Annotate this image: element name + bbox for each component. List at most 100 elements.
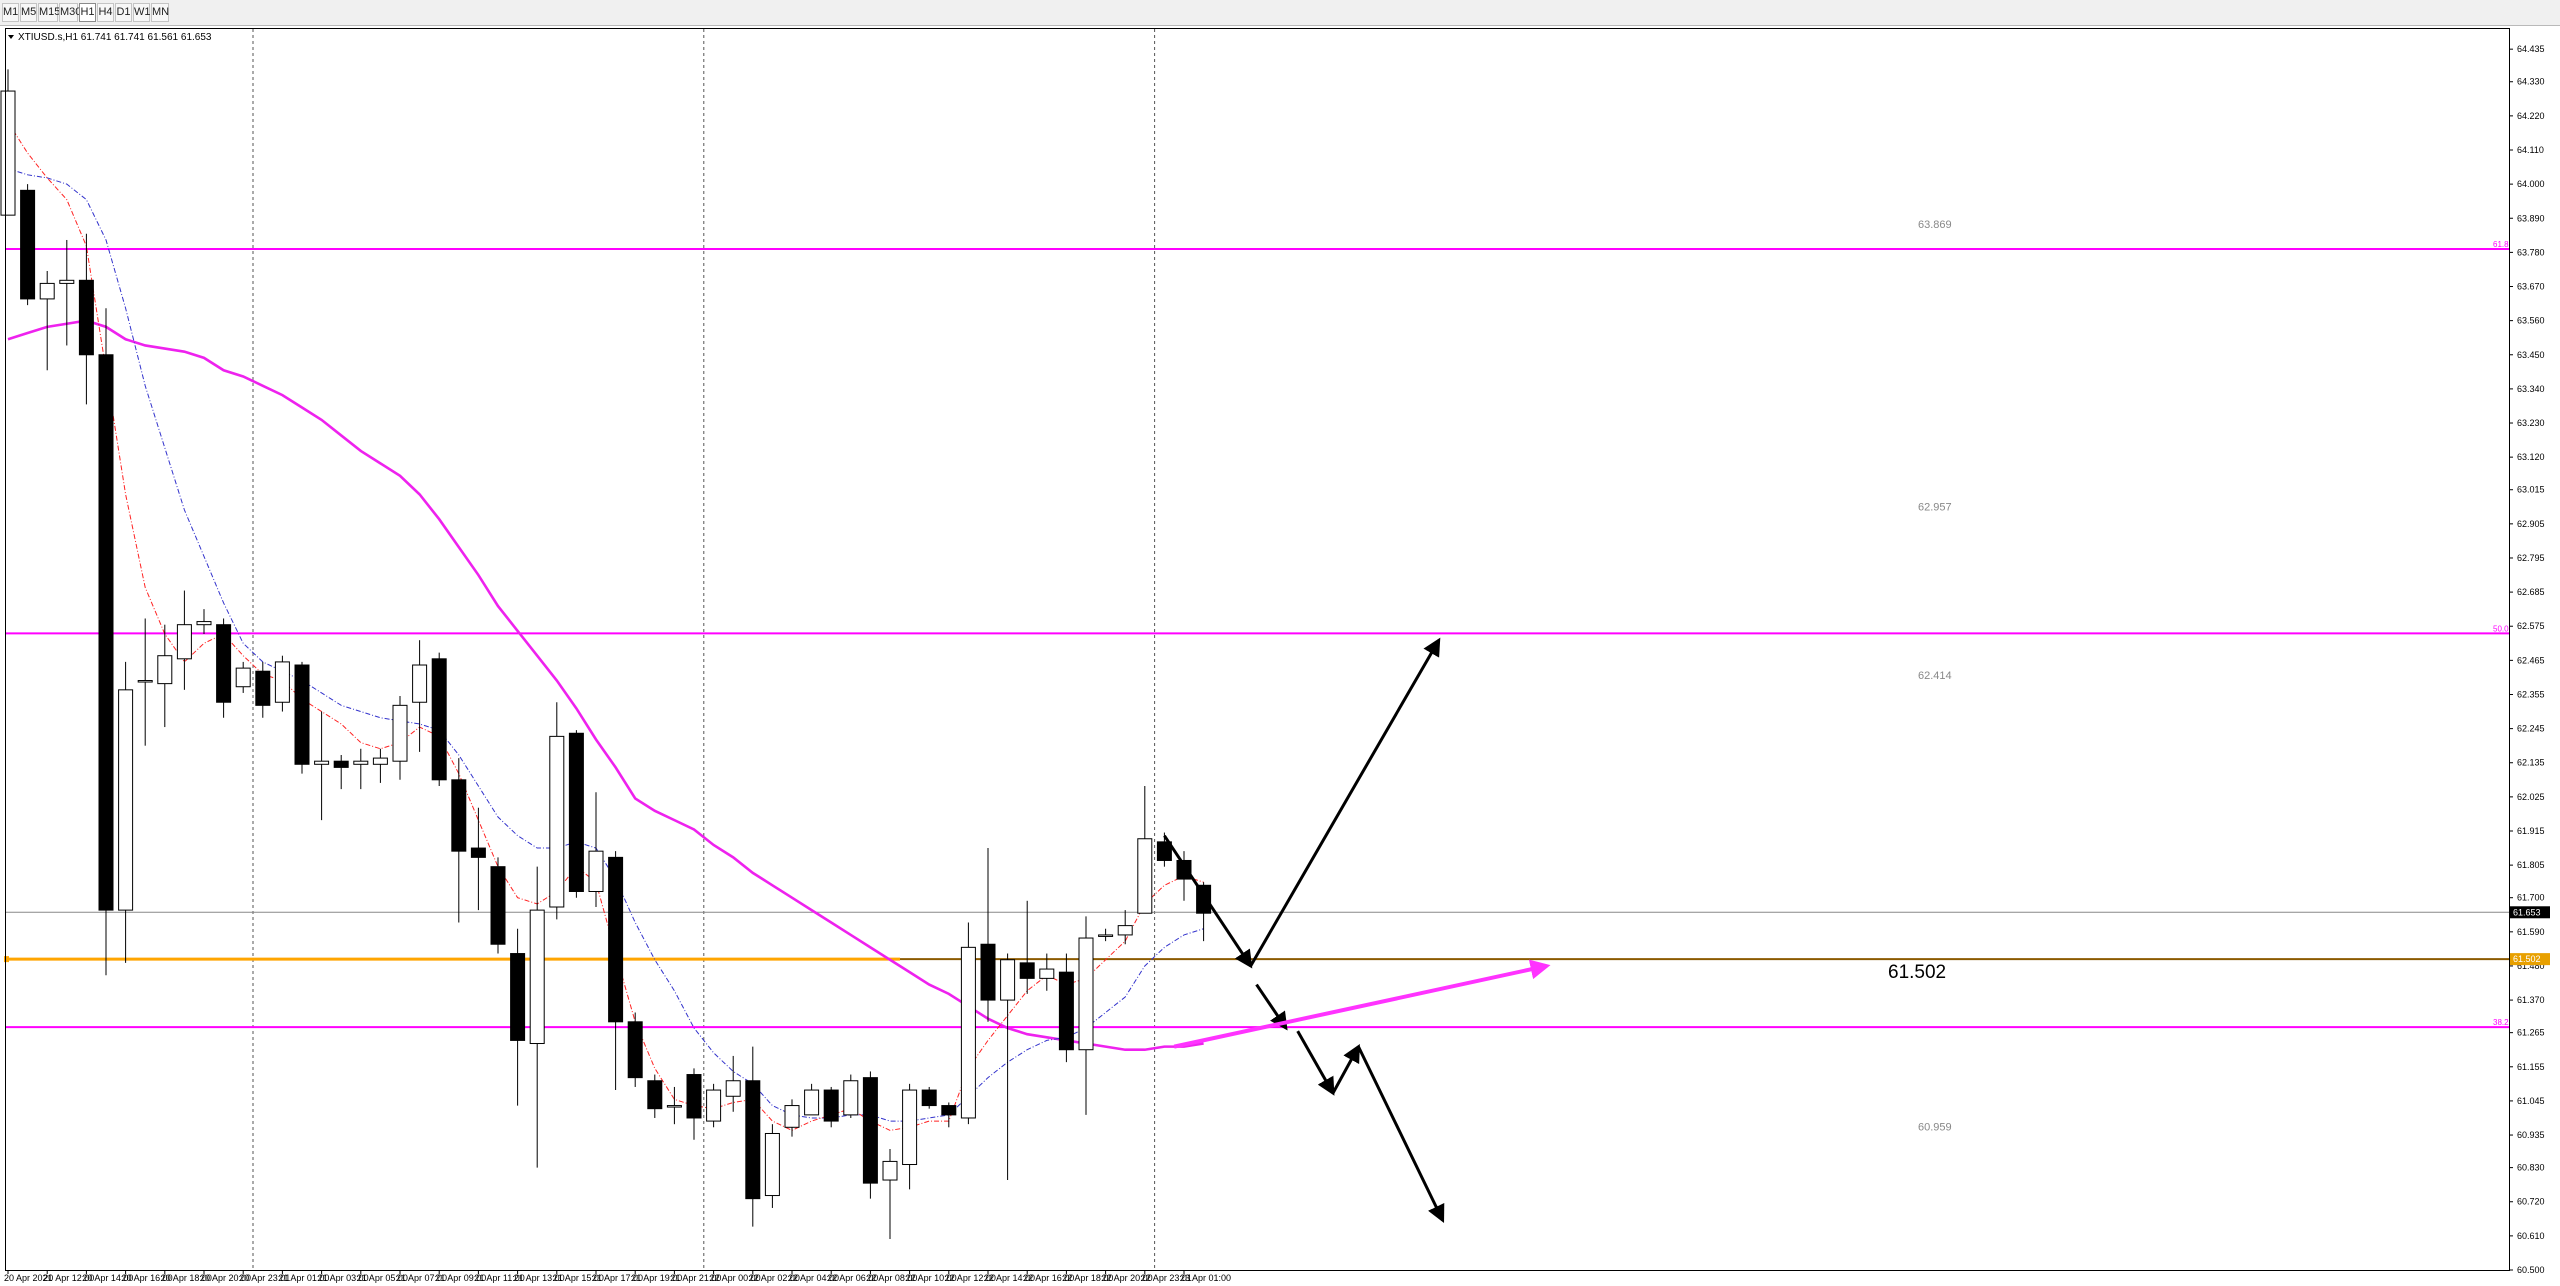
timeframe-button-h4[interactable]: H4: [97, 3, 114, 22]
timeframe-button-m1[interactable]: M1: [2, 3, 19, 22]
timeframe-toolbar: M1 M5 M15 M30 H1 H4 D1 W1 MN: [0, 0, 2560, 26]
price-tick-label: 62.135: [2517, 758, 2545, 768]
bearish-candle: [823, 1089, 839, 1122]
bullish-candle: [274, 661, 290, 703]
price-tick-label: 63.780: [2517, 247, 2545, 257]
bullish-candle: [588, 850, 604, 892]
bullish-candle: [1098, 934, 1114, 937]
time-tick-label: 22 Apr 16:00: [1023, 1273, 1074, 1283]
horizontal-levels: [4, 911, 2509, 963]
timeframe-button-m5[interactable]: M5: [20, 3, 37, 22]
price-tick-label: 61.155: [2517, 1062, 2545, 1072]
chart-header: XTIUSD.s,H1 61.741 61.741 61.561 61.653: [8, 32, 212, 43]
time-tick-label: 22 Apr 04:00: [788, 1273, 839, 1283]
bullish-candle: [176, 624, 192, 660]
price-tick-label: 60.500: [2517, 1265, 2545, 1275]
price-tick-label: 62.355: [2517, 689, 2545, 699]
bullish-candle: [882, 1160, 898, 1181]
fib-level-label: 38.2: [2493, 1018, 2509, 1027]
bullish-candle: [372, 757, 388, 765]
bearish-candle: [333, 760, 349, 768]
price-tick-label: 60.610: [2517, 1231, 2545, 1241]
bearish-candle: [941, 1105, 957, 1116]
bearish-candle: [490, 866, 506, 945]
fib-level-label: 61.8: [2493, 240, 2509, 249]
time-tick-label: 22 Apr 08:00: [866, 1273, 917, 1283]
price-tick-label: 61.480: [2517, 961, 2545, 971]
time-tick-label: 20 Apr 16:00: [122, 1273, 173, 1283]
bearish-candle: [921, 1089, 937, 1107]
time-tick-label: 20 Apr 18:00: [161, 1273, 212, 1283]
bullish-candle: [902, 1089, 918, 1166]
price-tick-label: 61.915: [2517, 826, 2545, 836]
bearish-candle: [255, 670, 271, 706]
bearish-candle: [216, 624, 232, 703]
price-tick-label: 61.370: [2517, 995, 2545, 1005]
bullish-candle: [392, 704, 408, 762]
bullish-candle: [843, 1080, 859, 1116]
price-tick-label: 61.590: [2517, 927, 2545, 937]
trend-arrow: [1255, 983, 1288, 1031]
bullish-candle: [529, 909, 545, 1045]
fibonacci-levels: 61.8 50.0 38.2: [6, 240, 2509, 1029]
price-tick-label: 62.245: [2517, 724, 2545, 734]
bullish-candle: [706, 1089, 722, 1122]
bearish-candle: [431, 658, 447, 781]
time-tick-label: 21 Apr 13:00: [514, 1273, 565, 1283]
time-tick-label: 20 Apr 20:00: [200, 1273, 251, 1283]
bullish-candle: [764, 1132, 780, 1197]
time-tick-label: 22 Apr 20:00: [1102, 1273, 1153, 1283]
bearish-candle: [627, 1021, 643, 1079]
price-tick-label: 62.795: [2517, 553, 2545, 563]
price-annotation: 63.869: [1918, 219, 1952, 231]
price-annotations: 63.869 62.957 62.414 60.959 61.502: [1888, 219, 1952, 1134]
level-price-tag: [2510, 953, 2550, 966]
time-tick-label: 22 Apr 06:00: [827, 1273, 878, 1283]
bullish-candle: [804, 1089, 820, 1116]
time-tick-label: 22 Apr 23:01: [1141, 1273, 1192, 1283]
time-tick-label: 21 Apr 09:00: [435, 1273, 486, 1283]
price-tick-label: 64.435: [2517, 44, 2545, 54]
price-tick-label: 60.935: [2517, 1130, 2545, 1140]
trend-arrow: [1296, 1030, 1335, 1096]
slow-moving-average: [7, 319, 1204, 1052]
timeframe-button-d1[interactable]: D1: [115, 3, 132, 22]
bearish-candle: [980, 943, 996, 1001]
chart-grid: [252, 29, 1156, 1270]
bullish-candle: [0, 90, 16, 216]
bearish-candle: [1058, 971, 1074, 1051]
timeframe-button-h1[interactable]: H1: [79, 3, 96, 22]
timeframe-button-mn[interactable]: MN: [151, 3, 169, 22]
bearish-candle: [98, 354, 114, 911]
timeframe-button-w1[interactable]: W1: [133, 3, 151, 22]
bullish-candle: [1117, 925, 1133, 936]
time-tick-label: 21 Apr 15:00: [553, 1273, 604, 1283]
bullish-candle: [1000, 959, 1016, 1001]
bid-price-tag-label: 61.653: [2513, 907, 2541, 917]
bearish-candle: [608, 856, 624, 1023]
price-tick-label: 61.805: [2517, 860, 2545, 870]
time-tick-label: 20 Apr 14:00: [82, 1273, 133, 1283]
bullish-candle: [960, 946, 976, 1119]
bullish-candle: [784, 1105, 800, 1128]
triangle-down-icon[interactable]: [8, 35, 14, 39]
bullish-candle: [1039, 968, 1055, 979]
timeframe-button-m15[interactable]: M15: [38, 3, 60, 22]
price-axis: 64.435 64.330 64.220 64.110 64.000 63.890 63.7…: [2509, 44, 2550, 1275]
price-tick-label: 62.905: [2517, 519, 2545, 529]
time-tick-label: 20 Apr 12:00: [43, 1273, 94, 1283]
bearish-candle: [510, 953, 526, 1041]
price-tick-label: 64.000: [2517, 179, 2545, 189]
price-tick-label: 62.025: [2517, 792, 2545, 802]
bearish-candle: [78, 279, 94, 356]
price-tick-label: 63.230: [2517, 418, 2545, 428]
timeframe-button-m30[interactable]: M30: [59, 3, 81, 22]
drawn-arrows: [1163, 637, 1551, 1224]
fast-moving-average-red: [7, 121, 1204, 1131]
bearish-candle: [568, 732, 584, 892]
bearish-candle: [647, 1080, 663, 1110]
price-tick-label: 64.220: [2517, 111, 2545, 121]
time-tick-label: 20 Apr 2021: [4, 1273, 53, 1283]
